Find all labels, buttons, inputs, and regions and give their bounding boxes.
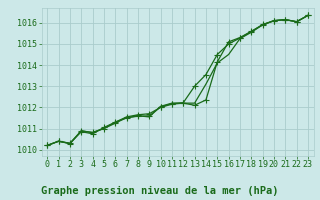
Text: Graphe pression niveau de la mer (hPa): Graphe pression niveau de la mer (hPa) <box>41 186 279 196</box>
